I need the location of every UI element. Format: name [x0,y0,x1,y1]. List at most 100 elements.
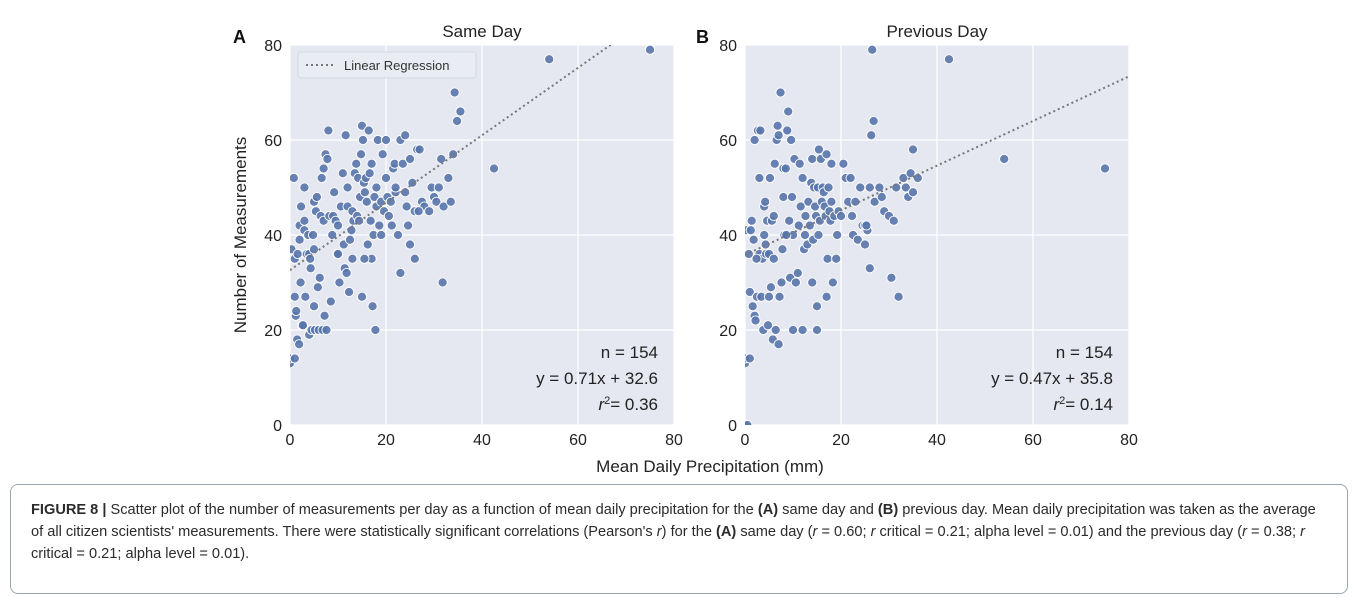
panel-a-regression-line [290,45,613,271]
panel-b-data-point [869,196,880,207]
panel-b-data-point [768,210,779,222]
panel-a-data-point [401,201,412,212]
panel-b-data-point [786,134,797,146]
legend-box [297,51,477,79]
panel-b-data-point [807,153,818,165]
panel-a-data-point [356,291,368,302]
caption-text-8: = 0.38; [1247,524,1301,540]
panel-a-data-point [308,301,320,312]
panel-b-xtick-label: 80 [1120,432,1138,449]
panel-b-data-point [784,215,795,226]
panel-a-stat-r2: r2= 0.36 [598,395,658,414]
panel-a-data-point [380,134,392,146]
panel-b-data-point [772,120,783,131]
panel-a-data-point [386,220,397,231]
panel-b-data-point [852,234,863,245]
panel-b-data-point [811,301,823,312]
panel-a: 0 20 40 60 80 0 20 40 60 80 Same Day A Number of … [231,22,683,449]
panel-b-data-point [861,220,872,231]
panel-a-data-point [290,172,299,184]
panel-a-data-point [433,182,444,193]
panel-b-data-point [793,220,804,231]
panel-b-data-point [886,272,897,283]
panel-a-data-point [299,215,310,226]
panel-a-data-point [392,229,404,241]
panel-a-ytick-label: 0 [273,418,282,435]
panel-b-xtick-label: 60 [1024,432,1042,449]
panel-a-data-point [299,182,310,193]
panel-a-data-point [319,310,330,321]
panel-b-ytick-label: 60 [719,133,737,150]
caption-text-3: previous day. Mean daily precipitation w… [31,502,1316,540]
panel-b-data-point [807,277,818,288]
panel-b: 0 20 40 60 80 0 20 40 60 80 Previous Day B n = 15… [696,22,1138,449]
panel-a-data-point [341,267,352,279]
panel-b-ytick-label: 0 [728,418,737,435]
panel-a-data-point [374,220,385,231]
panel-a-data-point [295,277,306,288]
panel-a-data-point [359,187,370,198]
panel-a-xtick-label: 60 [569,432,587,449]
panel-b-data-point [768,253,779,264]
panel-a-data-point [383,210,394,222]
figure-caption: FIGURE 8 | Scatter plot of the number of… [10,484,1348,594]
panel-a-data-point [344,234,356,245]
panel-a-r2-symbol: r [598,395,605,414]
panel-b-data-point [762,320,774,331]
caption-text-7: critical = 0.21; alpha level = 0.01) and… [875,524,1243,540]
panel-b-data-point [864,263,875,274]
panel-b-data-point [1099,163,1111,174]
panel-b-data-point [999,153,1010,165]
panel-a-data-point [305,253,316,264]
panel-b-data-point [838,158,849,169]
panel-b-data-point [826,158,837,169]
panel-a-data-point [443,172,454,184]
caption-r-4: r [1242,524,1247,540]
panel-b-data-point [748,234,759,245]
panel-b-data-point [769,158,780,169]
caption-r-1: r [656,524,662,540]
panel-b-data-point [759,229,770,241]
panel-b-data-point [776,277,787,288]
panel-b-data-point [907,144,919,155]
panel-b-title: Previous Day [886,22,988,41]
panel-a-data-point [367,301,378,312]
panel-a-data-point [488,163,500,174]
panel-a-points [290,45,656,369]
panel-b-data-point [745,353,755,364]
panel-b-letter: B [696,27,709,47]
panel-b-data-point [800,210,811,222]
panel-b-data-point [943,54,955,65]
panel-a-data-point [390,182,401,193]
panel-a-xtick-label: 40 [473,432,491,449]
panel-a-data-point [340,130,351,141]
panel-b-data-point [893,291,904,302]
panel-a-data-point [307,229,319,241]
panel-a-ticks: 0 20 40 60 80 0 20 40 60 80 [264,38,683,449]
panel-a-data-point [424,206,435,217]
panel-b-r2-exponent: 2 [1059,395,1065,407]
panel-a-data-point [292,248,303,260]
caption-text-1: Scatter plot of the number of measuremen… [106,502,758,518]
panel-b-r2-symbol: r [1053,395,1060,414]
panel-b-data-point [765,282,776,293]
panel-a-data-point [376,229,387,241]
panel-a-data-point [332,248,344,260]
panel-b-data-point [898,172,909,184]
panel-a-data-point [413,206,424,217]
legend: Linear Regression [297,51,477,79]
panel-b-data-point [859,239,871,250]
panel-a-letter: A [233,27,246,47]
panel-b-r2-value: = 0.14 [1065,395,1113,414]
panel-b-data-point [797,172,808,184]
panel-b-data-point [792,267,803,279]
panel-b-data-point [745,225,756,236]
panel-b-data-point [750,315,761,326]
panel-b-grid [744,44,1130,426]
panel-b-data-point [747,301,758,312]
panel-b-data-point [832,229,843,241]
panel-a-data-point [351,158,362,169]
panel-b-data-point [874,182,885,193]
panel-a-data-point [404,239,416,250]
